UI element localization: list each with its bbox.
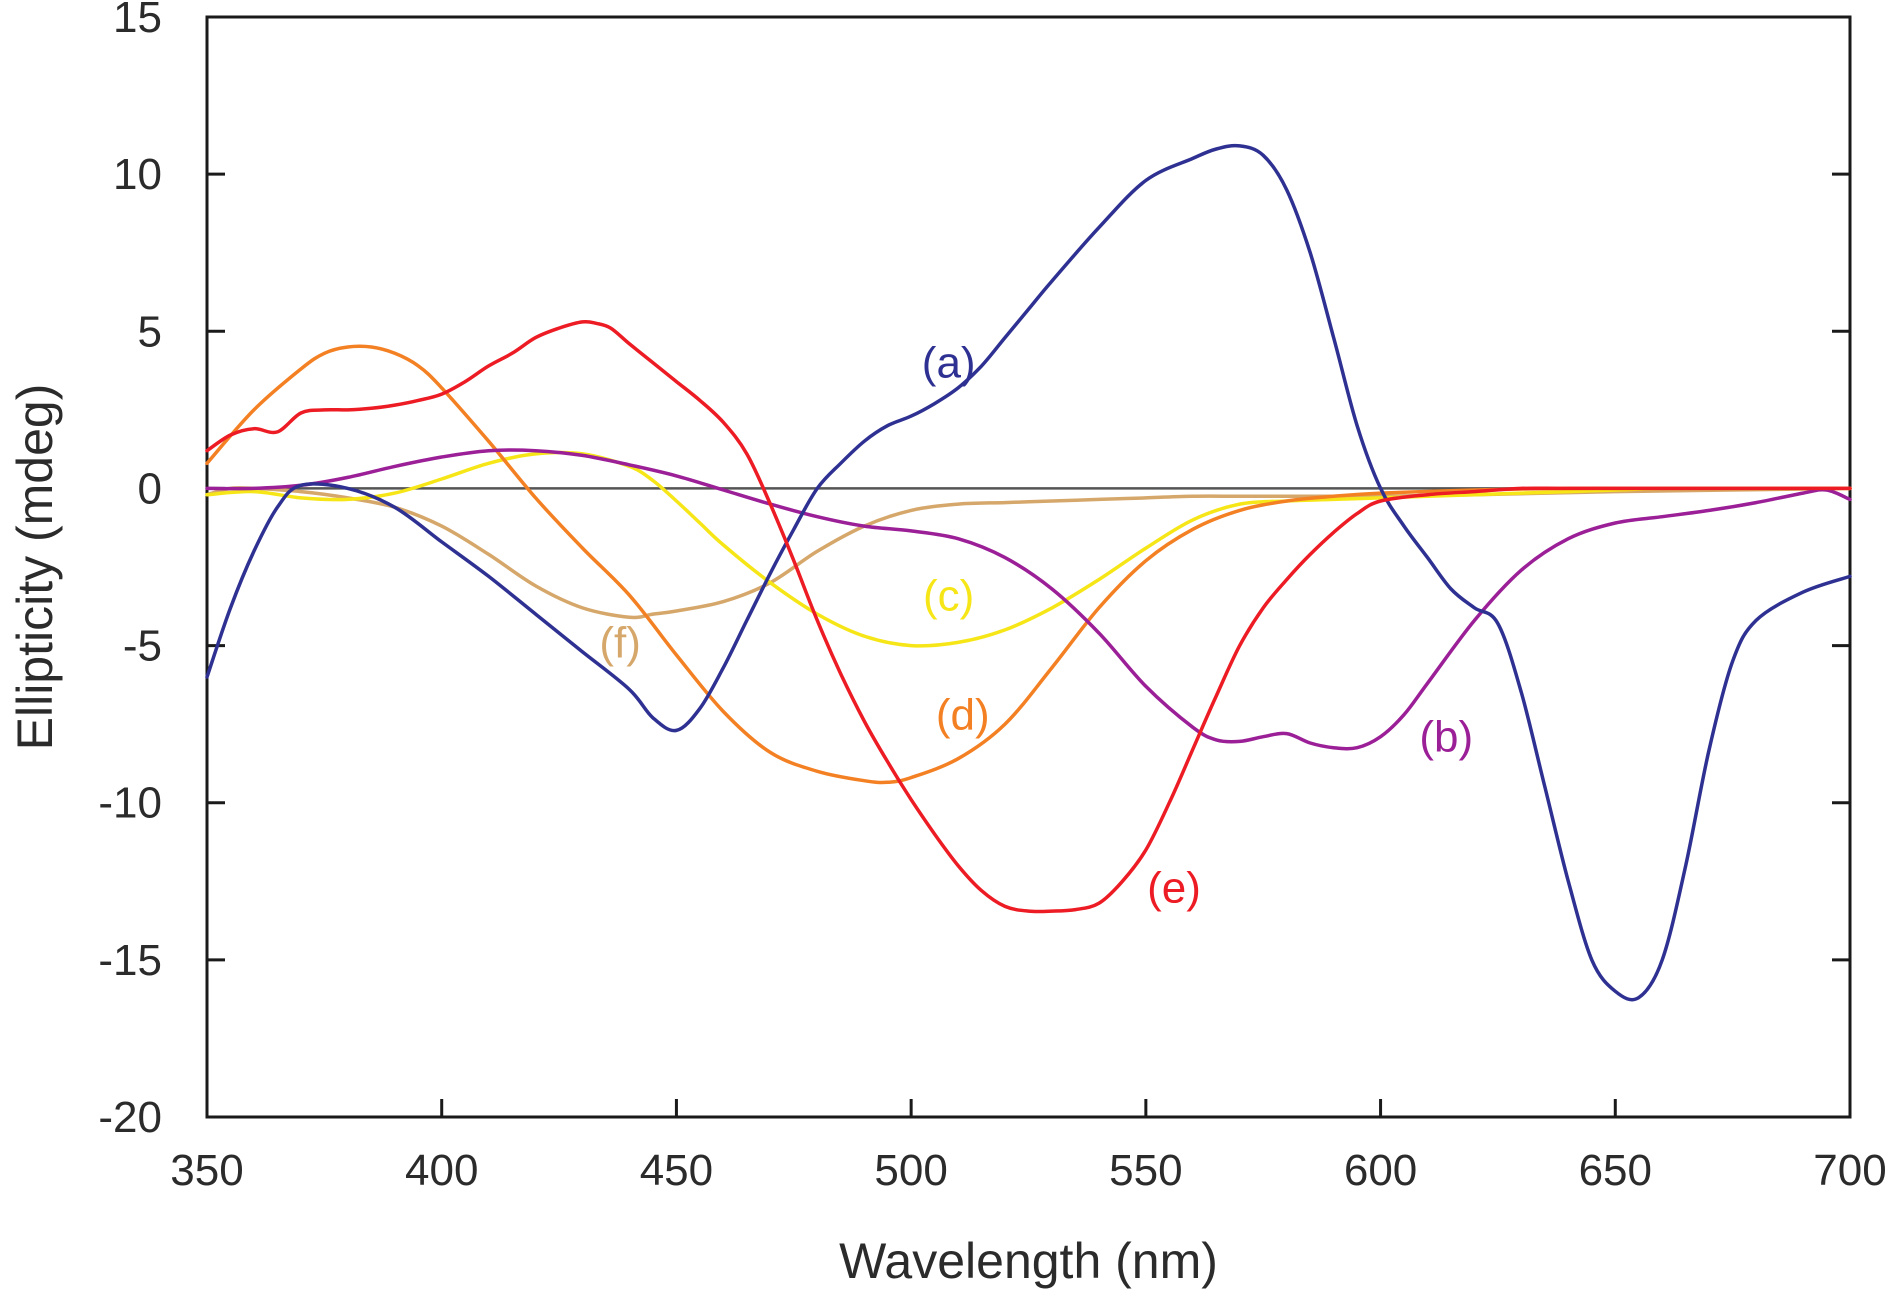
y-tick-label: 5 (138, 307, 162, 356)
y-axis-title: Ellipticity (mdeg) (7, 384, 63, 751)
x-tick-label: 350 (170, 1146, 243, 1195)
series-line-e (205, 319, 1852, 914)
x-tick-label: 450 (640, 1146, 713, 1195)
x-tick-label: 550 (1109, 1146, 1182, 1195)
x-tick-label: 650 (1579, 1146, 1652, 1195)
y-tick-label: -5 (123, 622, 162, 671)
series-line-c (205, 450, 1852, 648)
y-tick-label: 10 (113, 150, 162, 199)
series-label-c: (c) (923, 571, 974, 620)
y-ticks: 15 10 5 0 -5 -10 -15 -20 (98, 0, 1850, 1142)
series-lines (205, 143, 1852, 1002)
series-label-e: (e) (1147, 864, 1201, 913)
series-line-f (205, 486, 1852, 620)
x-axis-title: Wavelength (nm) (839, 1233, 1218, 1289)
y-tick-label: -10 (98, 779, 162, 828)
x-tick-label: 500 (874, 1146, 947, 1195)
y-tick-label: 15 (113, 0, 162, 42)
y-tick-label: 0 (138, 464, 162, 513)
x-tick-label: 400 (405, 1146, 478, 1195)
series-labels: (a) (b) (c) (d) (e) (f) (599, 339, 1473, 913)
series-label-f: (f) (599, 618, 641, 667)
y-tick-label: -20 (98, 1093, 162, 1142)
series-line-d (205, 344, 1852, 785)
y-tick-label: -15 (98, 936, 162, 985)
x-tick-label: 600 (1344, 1146, 1417, 1195)
series-line-b (205, 448, 1852, 751)
x-tick-label: 700 (1813, 1146, 1886, 1195)
x-ticks: 350 400 450 500 550 600 650 700 (170, 1099, 1887, 1195)
plot-area: 350 400 450 500 550 600 650 700 15 10 5 0 -5 -10 -15 -… (98, 0, 1886, 1195)
series-line-a (205, 143, 1852, 1002)
plot-frame (205, 15, 1852, 1119)
series-label-d: (d) (936, 691, 990, 740)
series-label-b: (b) (1419, 713, 1473, 762)
series-label-a: (a) (922, 339, 976, 388)
